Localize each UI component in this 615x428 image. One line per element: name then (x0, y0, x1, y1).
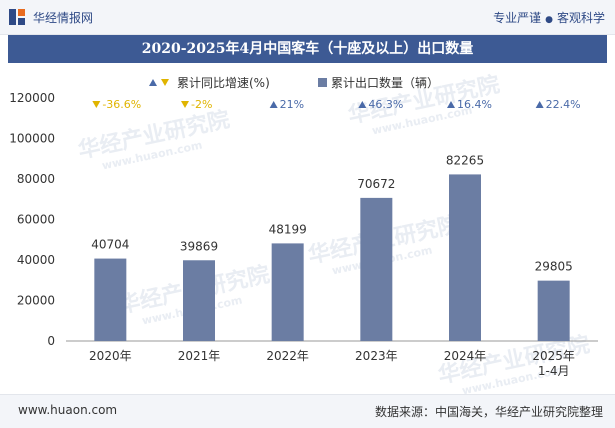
brand-name: 华经情报网 (33, 11, 94, 25)
tagline-left: 专业严谨 (493, 11, 542, 25)
x-tick-label: 2023年 (355, 349, 398, 363)
bar (360, 197, 393, 341)
huajing-logo-icon (9, 9, 25, 25)
growth-up-triangle-icon (358, 101, 367, 108)
x-tick-label: 1-4月 (538, 364, 570, 378)
bar (94, 258, 127, 341)
y-tick-label: 60000 (17, 213, 55, 227)
data-source: 数据来源：中国海关，华经产业研究院整理 (374, 405, 603, 419)
growth-rate-label: 22.4% (546, 98, 581, 111)
title-bar: 2020-2025年4月中国客车（十座及以上）出口数量 (8, 35, 607, 63)
growth-down-triangle-icon (92, 101, 101, 108)
separator-dot-icon: ● (545, 15, 553, 25)
footer-bar: www.huaon.com 数据来源：中国海关，华经产业研究院整理 (0, 394, 615, 428)
growth-up-triangle-icon (535, 101, 544, 108)
growth-rate-label: 16.4% (457, 98, 492, 111)
y-tick-label: 0 (47, 334, 55, 348)
growth-series: -36.6% -2% 21% 46.3% 16.4% 22.4% (92, 98, 581, 111)
growth-rate-label: -36.6% (102, 98, 141, 111)
tagline-right: 客观科学 (556, 11, 605, 25)
bar-data-label: 48199 (269, 222, 307, 236)
legend-label-exports: 累计出口数量（辆） (331, 75, 439, 90)
y-tick-label: 40000 (17, 253, 55, 267)
growth-down-triangle-icon (181, 101, 189, 108)
x-tick-label: 2020年 (89, 349, 132, 363)
y-tick-label: 80000 (17, 172, 55, 186)
growth-up-triangle-icon (447, 101, 455, 108)
legend-up-triangle-icon (149, 79, 157, 86)
bar (271, 243, 304, 341)
watermark-layer: 华经产业研究院www.huaon.com华经产业研究院www.huaon.com… (76, 71, 592, 394)
bar-data-label: 39869 (180, 239, 218, 253)
tagline: 专业严谨 ● 客观科学 (493, 9, 605, 26)
bar (449, 174, 481, 341)
x-tick-label: 2024年 (444, 349, 487, 363)
website-link[interactable]: www.huaon.com (18, 403, 118, 417)
chart-title: 2020-2025年4月中国客车（十座及以上）出口数量 (141, 41, 474, 57)
bar-data-label: 29805 (535, 260, 573, 274)
bar-data-label: 82265 (446, 153, 484, 167)
y-tick-label: 120000 (9, 91, 55, 105)
chart-legend: 累计同比增速(%) 累计出口数量（辆） (149, 75, 439, 90)
top-bar: 华经情报网 专业严谨 ● 客观科学 (0, 0, 615, 35)
x-tick-label: 2022年 (266, 349, 309, 363)
x-tick-label: 2021年 (178, 349, 221, 363)
x-tick-label: 2025年 (532, 349, 575, 363)
bar (537, 280, 570, 341)
legend-label-growth: 累计同比增速(%) (177, 76, 270, 90)
legend-down-triangle-icon (161, 79, 169, 86)
bar-series: 40704 39869 48199 70672 82265 29805 (91, 153, 573, 341)
growth-rate-label: -2% (191, 98, 212, 111)
legend-swatch-bar (318, 78, 327, 87)
growth-up-triangle-icon (269, 101, 278, 108)
y-tick-label: 20000 (17, 294, 55, 308)
growth-rate-label: 46.3% (368, 98, 403, 111)
bar (183, 260, 215, 341)
bar-chart: 华经产业研究院www.huaon.com华经产业研究院www.huaon.com… (9, 71, 598, 394)
bar-data-label: 70672 (357, 177, 395, 191)
chart-axes: 0 20000 40000 60000 80000 100000 120000 2020年 20… (9, 91, 598, 378)
bar-data-label: 40704 (91, 238, 129, 252)
growth-rate-label: 21% (280, 98, 304, 111)
y-tick-label: 100000 (9, 132, 55, 146)
